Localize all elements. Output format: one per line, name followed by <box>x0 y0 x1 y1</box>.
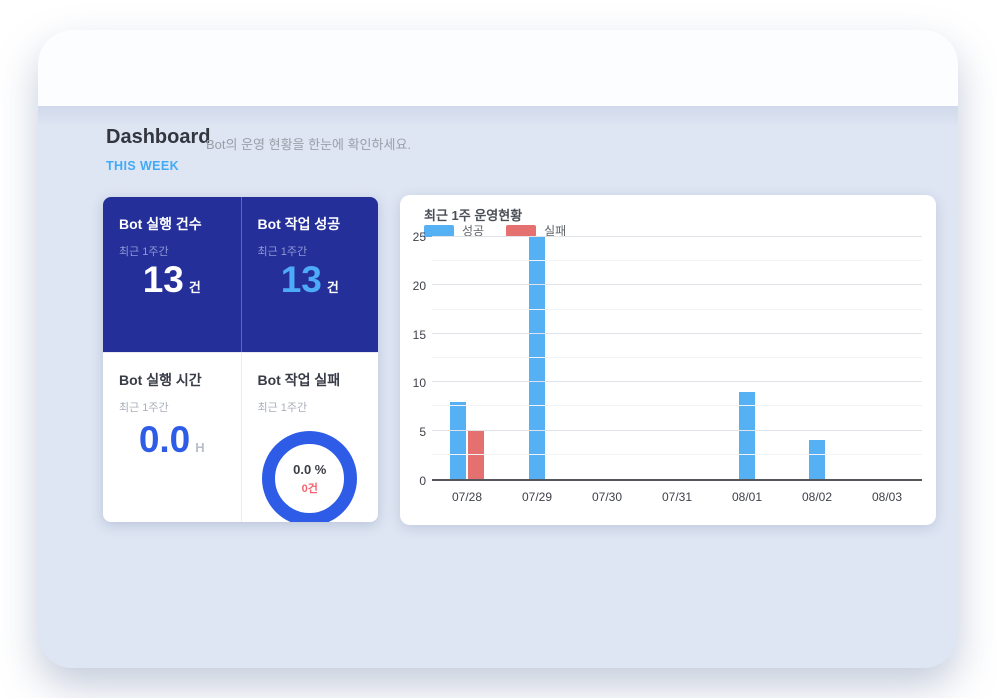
legend-swatch-fail <box>506 224 537 237</box>
gridline <box>432 429 922 431</box>
stat-value: 0.0 H <box>103 419 241 461</box>
stat-value-number: 13 <box>280 259 322 300</box>
dashboard-window: Dashboard Bot의 운영 현황을 한눈에 확인하세요. THIS WE… <box>38 30 958 668</box>
x-tick-label: 08/01 <box>731 490 763 504</box>
legend-item-success[interactable]: 성공 <box>424 222 484 239</box>
y-tick-label: 20 <box>412 278 426 293</box>
stat-value-number: 13 <box>142 259 184 300</box>
chart-bar-success-07/28[interactable] <box>450 401 466 479</box>
x-tick-label: 07/29 <box>521 490 553 504</box>
fail-count: 0건 <box>301 482 318 495</box>
stat-title: Bot 작업 성공 <box>257 216 341 232</box>
y-tick-label: 25 <box>412 230 426 244</box>
gridline <box>432 260 922 262</box>
chart-bar-success-07/29[interactable] <box>529 237 545 479</box>
stat-card-bot-task-success: Bot 작업 성공 최근 1주간 13 건 <box>240 197 379 352</box>
stat-value-unit: 건 <box>188 280 201 295</box>
stat-title: Bot 실행 시간 <box>119 372 202 388</box>
header-divider <box>38 106 958 126</box>
stat-value-unit: 건 <box>326 280 339 295</box>
y-tick-label: 15 <box>412 327 426 342</box>
y-tick-label: 5 <box>419 425 426 440</box>
stat-title: Bot 실행 건수 <box>119 216 202 232</box>
legend-item-fail[interactable]: 실패 <box>506 222 566 239</box>
stat-card-bot-task-fail: Bot 작업 실패 최근 1주간 0.0 % 0건 <box>240 352 378 522</box>
legend-label-fail: 실패 <box>544 224 567 238</box>
page-subtitle: Bot의 운영 현황을 한눈에 확인하세요. <box>206 137 412 152</box>
weekly-operations-chart-card: 최근 1주 운영현황 성공 실패 0 5 10 15 20 25 07/28 07/29 07… <box>400 195 936 525</box>
chart-y-axis: 0 5 10 15 20 25 <box>400 230 426 488</box>
gridline <box>432 381 922 383</box>
period-label-this-week: THIS WEEK <box>106 159 180 173</box>
chart-x-axis: 07/28 07/29 07/30 07/31 08/01 08/02 08/03 <box>432 485 922 504</box>
gridline <box>432 308 922 310</box>
stat-caption: 최근 1주간 <box>119 246 169 258</box>
x-tick-label: 07/31 <box>661 490 693 504</box>
chart-legend: 성공 실패 <box>424 222 588 239</box>
gridline <box>432 405 922 407</box>
chart-category-08/02 <box>782 237 852 479</box>
stat-card-bot-run-time: Bot 실행 시간 최근 1주간 0.0 H <box>103 352 241 522</box>
gridline <box>432 332 922 334</box>
x-tick-label: 07/30 <box>591 490 623 504</box>
chart-category-07/28 <box>432 237 502 479</box>
x-tick-label: 08/03 <box>871 490 903 504</box>
fail-rate-percent: 0.0 % <box>293 461 327 477</box>
x-tick-label: 08/02 <box>801 490 833 504</box>
chart-category-08/03 <box>852 237 922 479</box>
stat-value: 13 건 <box>103 259 241 301</box>
chart-plot <box>432 236 922 481</box>
stats-grid: Bot 실행 건수 최근 1주간 13 건 Bot 작업 성공 최근 1주간 13… <box>103 197 378 522</box>
stat-title: Bot 작업 실패 <box>257 372 341 388</box>
y-tick-label: 0 <box>419 474 426 488</box>
gridline <box>432 453 922 455</box>
chart-bars <box>432 237 922 479</box>
stat-value-unit: H <box>195 440 205 455</box>
page-title: Dashboard <box>106 126 211 148</box>
legend-swatch-success <box>424 224 454 237</box>
stat-value-number: 0.0 <box>138 419 191 460</box>
chart-category-07/31 <box>642 237 712 479</box>
stat-caption: 최근 1주간 <box>257 246 308 258</box>
x-tick-label: 07/28 <box>451 490 483 504</box>
stat-card-bot-run-count: Bot 실행 건수 최근 1주간 13 건 <box>103 197 241 352</box>
chart-title: 최근 1주 운영현황 <box>424 208 523 223</box>
gridline <box>432 236 922 237</box>
chart-bar-success-08/02[interactable] <box>809 440 825 479</box>
stat-caption: 최근 1주간 <box>119 402 169 414</box>
y-tick-label: 10 <box>412 376 426 391</box>
fail-rate-donut: 0.0 % 0건 <box>262 431 358 522</box>
top-bar <box>38 30 958 106</box>
chart-bar-success-08/01[interactable] <box>739 391 755 479</box>
chart-category-07/29 <box>502 237 572 479</box>
stat-value: 13 건 <box>242 259 379 301</box>
legend-label-success: 성공 <box>462 224 485 238</box>
gridline <box>432 357 922 358</box>
chart-category-07/30 <box>572 237 642 479</box>
chart-category-08/01 <box>712 237 782 479</box>
gridline <box>432 284 922 286</box>
stat-caption: 최근 1주간 <box>257 402 308 414</box>
